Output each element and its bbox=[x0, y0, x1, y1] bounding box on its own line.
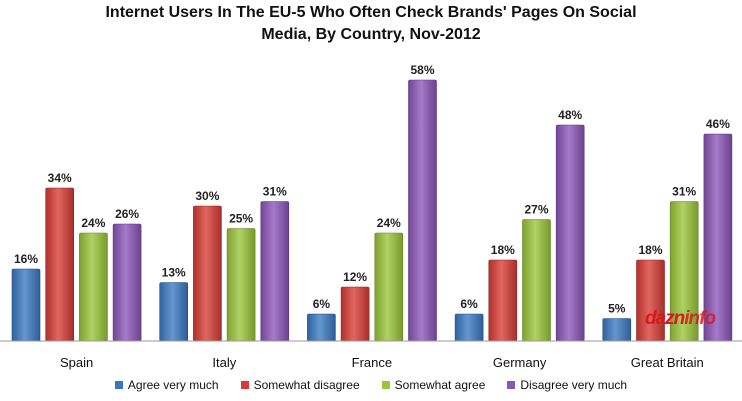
legend-swatch bbox=[114, 381, 123, 389]
bar-italy-somewhat-disagree bbox=[193, 205, 222, 342]
x-tick-label-italy: Italy bbox=[212, 355, 236, 370]
bar-italy-agree-very-much bbox=[159, 282, 188, 342]
legend-item-disagree-very-much: Disagree very much bbox=[507, 378, 627, 392]
chart-title-line-2: Media, By Country, Nov-2012 bbox=[261, 26, 481, 43]
bar-germany-somewhat-agree bbox=[522, 219, 551, 342]
data-label-germany-disagree-very-much: 48% bbox=[558, 108, 582, 122]
bar-spain-somewhat-disagree bbox=[45, 187, 75, 342]
legend-item-somewhat-agree: Somewhat agree bbox=[381, 378, 486, 392]
x-tick-label-germany: Germany bbox=[493, 355, 547, 370]
x-tick-label-great-britain: Great Britain bbox=[631, 355, 704, 370]
legend-label: Agree very much bbox=[127, 378, 219, 392]
bar-germany-agree-very-much bbox=[454, 313, 484, 342]
data-label-spain-disagree-very-much: 26% bbox=[115, 207, 139, 221]
bars-layer bbox=[11, 79, 733, 342]
chart-title: Internet Users In The EU-5 Who Often Che… bbox=[0, 2, 742, 46]
data-label-great-britain-somewhat-agree: 31% bbox=[672, 185, 696, 199]
data-label-spain-somewhat-agree: 24% bbox=[81, 216, 105, 230]
chart-title-line-1: Internet Users In The EU-5 Who Often Che… bbox=[105, 4, 637, 21]
bar-germany-disagree-very-much bbox=[555, 124, 585, 342]
data-label-italy-somewhat-agree: 25% bbox=[229, 212, 253, 226]
data-label-great-britain-agree-very-much: 5% bbox=[608, 302, 626, 316]
data-label-germany-somewhat-disagree: 18% bbox=[491, 243, 515, 257]
data-label-great-britain-somewhat-disagree: 18% bbox=[638, 243, 662, 257]
legend-label: Somewhat disagree bbox=[253, 378, 360, 392]
legend-swatch bbox=[381, 381, 390, 389]
data-label-italy-disagree-very-much: 31% bbox=[263, 185, 287, 199]
data-label-france-agree-very-much: 6% bbox=[313, 297, 331, 311]
bar-spain-agree-very-much bbox=[11, 268, 41, 342]
data-label-france-somewhat-disagree: 12% bbox=[343, 270, 367, 284]
legend-swatch bbox=[507, 381, 516, 389]
bar-italy-somewhat-agree bbox=[226, 228, 256, 342]
data-label-germany-somewhat-agree: 27% bbox=[524, 203, 548, 217]
legend-label: Disagree very much bbox=[520, 378, 628, 392]
bar-spain-somewhat-agree bbox=[79, 232, 108, 342]
labels-layer: 16% 34% 24% 26% Spain 13% 30% 25% 31% Italy 6% 12% 2… bbox=[14, 63, 730, 370]
bar-great-britain-agree-very-much bbox=[602, 318, 632, 342]
data-label-france-somewhat-agree: 24% bbox=[377, 216, 401, 230]
watermark-part2: info bbox=[684, 308, 716, 329]
legend-item-agree-very-much: Agree very much bbox=[114, 378, 219, 392]
x-tick-label-france: France bbox=[352, 355, 392, 370]
legend-swatch bbox=[240, 381, 249, 389]
data-label-germany-agree-very-much: 6% bbox=[460, 297, 478, 311]
legend-item-somewhat-disagree: Somewhat disagree bbox=[240, 378, 360, 392]
data-label-france-disagree-very-much: 58% bbox=[410, 63, 434, 77]
bar-spain-disagree-very-much bbox=[112, 223, 142, 342]
data-label-italy-somewhat-disagree: 30% bbox=[195, 189, 219, 203]
chart-legend: Agree very much Somewhat disagree Somewh… bbox=[0, 378, 742, 392]
bar-france-somewhat-agree bbox=[374, 232, 404, 342]
data-label-spain-somewhat-disagree: 34% bbox=[48, 171, 72, 185]
bar-germany-somewhat-disagree bbox=[488, 259, 518, 342]
data-label-spain-agree-very-much: 16% bbox=[14, 252, 38, 266]
watermark-part1: dazn bbox=[645, 308, 685, 329]
bar-france-somewhat-disagree bbox=[340, 286, 370, 342]
legend-label: Somewhat agree bbox=[394, 378, 486, 392]
data-label-italy-agree-very-much: 13% bbox=[162, 266, 186, 280]
bar-france-disagree-very-much bbox=[408, 79, 437, 342]
watermark-logo: dazninfo bbox=[645, 308, 716, 330]
bar-italy-disagree-very-much bbox=[260, 201, 290, 342]
bar-france-agree-very-much bbox=[307, 313, 336, 342]
x-tick-label-spain: Spain bbox=[60, 355, 93, 370]
data-label-great-britain-disagree-very-much: 46% bbox=[706, 117, 730, 131]
